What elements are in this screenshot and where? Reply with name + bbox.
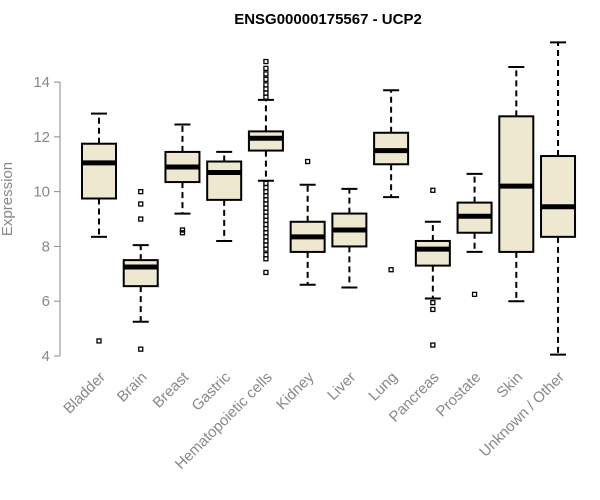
x-category-label: Skin [493, 369, 526, 402]
y-tick-label: 8 [42, 238, 50, 255]
outlier-point [263, 180, 269, 187]
x-category-label: Bladder [60, 369, 109, 418]
y-tick-label: 4 [42, 348, 50, 365]
iqr-box [122, 259, 159, 288]
iqr-box [247, 130, 284, 152]
outlier-point [304, 158, 311, 165]
y-tick-label: 14 [33, 74, 50, 91]
outlier-point [263, 76, 269, 82]
outlier-point [263, 65, 269, 72]
outlier-point [263, 205, 269, 211]
box-lung [373, 89, 410, 273]
outlier-point [138, 201, 144, 207]
outlier-point [263, 90, 269, 96]
x-category-label: Kidney [273, 368, 318, 413]
outlier-point [138, 216, 144, 222]
outlier-point [430, 342, 436, 348]
outlier-point [430, 187, 436, 193]
y-tick-label: 6 [42, 293, 50, 310]
outlier-point [263, 209, 269, 215]
box-group [81, 41, 577, 356]
outlier-point [263, 189, 269, 195]
x-category-label: Brain [114, 369, 151, 406]
outlier-point [263, 256, 269, 262]
y-tick-label: 12 [33, 129, 50, 146]
outlier-point [263, 82, 269, 88]
outlier-point [263, 246, 269, 252]
x-category-label: Prostate [433, 369, 485, 421]
outlier-point [138, 189, 144, 195]
box-brain [122, 189, 159, 352]
x-category-label: Breast [150, 368, 193, 411]
outlier-point [430, 299, 436, 306]
outlier-point [263, 193, 269, 199]
y-axis-label: Expression [0, 162, 16, 236]
outlier-point [430, 306, 436, 313]
box-hematopoietic-cells [247, 58, 284, 276]
outlier-point [263, 184, 269, 191]
outlier-point [263, 269, 269, 276]
outlier-point [388, 267, 394, 273]
outlier-point [179, 227, 186, 233]
iqr-box [206, 160, 243, 201]
outlier-point [138, 346, 144, 352]
box-skin [498, 66, 535, 303]
outlier-point [263, 217, 269, 224]
box-unknown-other [540, 41, 577, 356]
outlier-point [263, 221, 269, 228]
box-liver [331, 187, 368, 289]
box-pancreas [414, 187, 451, 348]
outlier-point [263, 225, 269, 232]
outlier-point [263, 252, 269, 258]
x-category-label: Lung [365, 369, 401, 405]
y-tick-label: 10 [33, 184, 50, 201]
box-kidney [289, 158, 326, 286]
outlier-point [263, 71, 269, 77]
outlier-point [471, 291, 478, 298]
box-prostate [456, 172, 493, 298]
iqr-box [414, 239, 451, 267]
outlier-point [263, 213, 269, 219]
box-breast [164, 123, 201, 236]
iqr-box [540, 155, 577, 238]
outlier-point [263, 201, 269, 207]
outlier-point [263, 58, 269, 65]
outlier-point [179, 230, 186, 236]
outlier-point [263, 86, 269, 92]
outlier-point [263, 238, 269, 244]
iqr-box [81, 142, 117, 200]
outlier-point [263, 234, 269, 240]
box-gastric [206, 150, 243, 242]
chart-title: ENSG00000175567 - UCP2 [234, 11, 422, 28]
outlier-point [263, 242, 269, 248]
outlier-point [263, 230, 269, 236]
outlier-point [96, 338, 102, 344]
outlier-point [263, 94, 269, 100]
box-bladder [81, 112, 117, 344]
y-axis: 4 6 8 10 12 14 [33, 74, 61, 365]
outlier-point [263, 197, 269, 203]
x-category-label: Liver [324, 369, 359, 404]
